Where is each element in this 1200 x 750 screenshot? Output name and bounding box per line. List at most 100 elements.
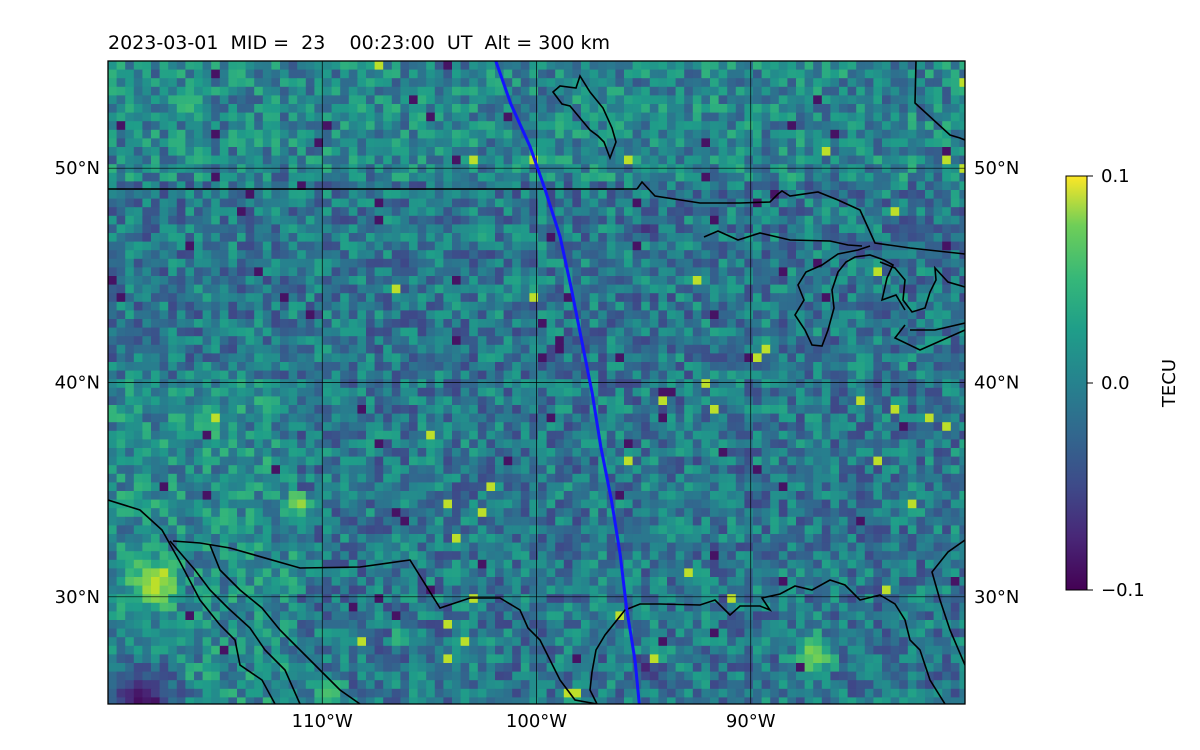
heatmap-cell: [529, 405, 539, 415]
heatmap-cell: [873, 164, 883, 174]
heatmap-cell: [460, 267, 470, 277]
heatmap-cell: [864, 147, 874, 157]
heatmap-cell: [417, 473, 427, 483]
heatmap-cell: [856, 336, 866, 346]
heatmap-cell: [366, 224, 376, 234]
heatmap-cell: [108, 370, 118, 380]
heatmap-cell: [108, 129, 118, 139]
heatmap-cell: [305, 147, 315, 157]
heatmap-cell: [512, 104, 522, 114]
heatmap-cell: [538, 241, 548, 251]
heatmap-cell: [314, 422, 324, 432]
heatmap-cell: [761, 95, 771, 105]
heatmap-cell: [297, 465, 307, 475]
heatmap-cell: [409, 233, 419, 243]
heatmap-cell: [374, 319, 384, 329]
heatmap-cell: [125, 439, 135, 449]
heatmap-cell: [701, 319, 711, 329]
heatmap-cell: [348, 353, 358, 363]
heatmap-cell: [323, 95, 333, 105]
heatmap-cell: [486, 250, 496, 260]
heatmap-cell: [882, 207, 892, 217]
heatmap-cell: [735, 258, 745, 268]
heatmap-cell: [804, 293, 814, 303]
heatmap-cell: [426, 336, 436, 346]
heatmap-cell: [546, 473, 556, 483]
heatmap-cell: [804, 301, 814, 311]
heatmap-cell: [434, 233, 444, 243]
heatmap-cell: [744, 267, 754, 277]
heatmap-cell: [701, 473, 711, 483]
heatmap-cell: [813, 430, 823, 440]
heatmap-cell: [864, 138, 874, 148]
heatmap-cell: [374, 336, 384, 346]
heatmap-cell: [194, 258, 204, 268]
heatmap-cell: [890, 69, 900, 79]
heatmap-cell: [202, 353, 212, 363]
heatmap-cell: [572, 387, 582, 397]
heatmap-cell: [606, 422, 616, 432]
heatmap-cell: [262, 104, 272, 114]
heatmap-cell: [563, 250, 573, 260]
heatmap-cell: [821, 155, 831, 165]
heatmap-cell: [787, 147, 797, 157]
heatmap-cell: [658, 78, 668, 88]
heatmap-cell: [710, 129, 720, 139]
heatmap-cell: [701, 327, 711, 337]
heatmap-cell: [168, 319, 178, 329]
heatmap-cell: [761, 353, 771, 363]
heatmap-cell: [219, 241, 229, 251]
heatmap-cell: [615, 155, 625, 165]
heatmap-cell: [495, 121, 505, 131]
heatmap-cell: [159, 379, 169, 389]
heatmap-cell: [701, 448, 711, 458]
heatmap-cell: [340, 276, 350, 286]
heatmap-cell: [409, 147, 419, 157]
heatmap-cell: [383, 207, 393, 217]
heatmap-cell: [185, 422, 195, 432]
heatmap-cell: [288, 250, 298, 260]
heatmap-cell: [778, 387, 788, 397]
heatmap-cell: [761, 198, 771, 208]
heatmap-cell: [417, 233, 427, 243]
heatmap-cell: [254, 301, 264, 311]
heatmap-cell: [598, 413, 608, 423]
heatmap-cell: [925, 379, 935, 389]
heatmap-cell: [744, 344, 754, 354]
heatmap-cell: [572, 129, 582, 139]
heatmap-cell: [366, 301, 376, 311]
heatmap-cell: [211, 121, 221, 131]
heatmap-cell: [753, 129, 763, 139]
heatmap-cell: [942, 430, 952, 440]
heatmap-cell: [409, 422, 419, 432]
heatmap-cell: [735, 241, 745, 251]
heatmap-cell: [219, 473, 229, 483]
heatmap-cell: [761, 293, 771, 303]
heatmap-cell: [933, 155, 943, 165]
heatmap-cell: [821, 473, 831, 483]
heatmap-cell: [598, 215, 608, 225]
heatmap-cell: [168, 207, 178, 217]
heatmap-cell: [512, 456, 522, 466]
heatmap-cell: [649, 121, 659, 131]
heatmap-cell: [348, 121, 358, 131]
heatmap-cell: [245, 78, 255, 88]
heatmap-cell: [108, 215, 118, 225]
heatmap-cell: [142, 95, 152, 105]
heatmap-cell: [151, 344, 161, 354]
heatmap-cell: [882, 190, 892, 200]
heatmap-cell: [598, 224, 608, 234]
heatmap-cell: [495, 61, 505, 71]
heatmap-cell: [624, 336, 634, 346]
heatmap-cell: [873, 181, 883, 191]
heatmap-cell: [495, 215, 505, 225]
heatmap-cell: [546, 155, 556, 165]
heatmap-cell: [133, 198, 143, 208]
heatmap-cell: [649, 439, 659, 449]
heatmap-cell: [856, 250, 866, 260]
heatmap-cell: [641, 69, 651, 79]
heatmap-cell: [142, 104, 152, 114]
heatmap-cell: [374, 456, 384, 466]
heatmap-cell: [417, 224, 427, 234]
heatmap-cell: [606, 250, 616, 260]
